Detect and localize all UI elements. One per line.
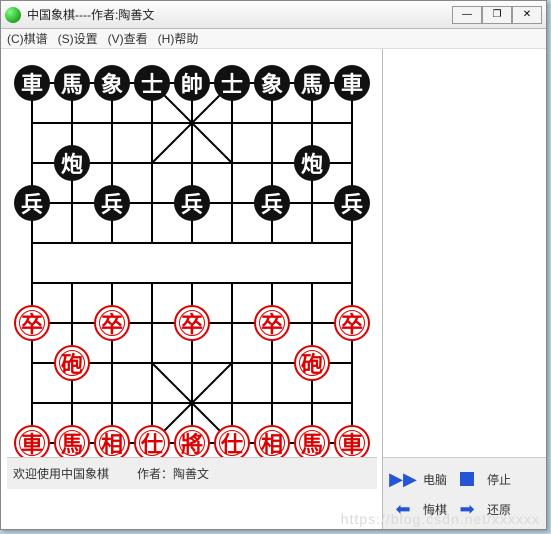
status-author: 作者：陶善文 [137, 465, 209, 482]
piece-black[interactable]: 馬 [54, 65, 90, 101]
stop-button[interactable]: 停止 [487, 471, 511, 488]
piece-black[interactable]: 車 [334, 65, 370, 101]
piece-red[interactable]: 馬 [294, 425, 330, 461]
piece-red[interactable]: 卒 [254, 305, 290, 341]
piece-black[interactable]: 車 [14, 65, 50, 101]
piece-red[interactable]: 將 [174, 425, 210, 461]
menu-settings[interactable]: (S)设置 [58, 30, 98, 47]
piece-red[interactable]: 砲 [54, 345, 90, 381]
piece-black[interactable]: 士 [214, 65, 250, 101]
piece-red[interactable]: 卒 [174, 305, 210, 341]
piece-black[interactable]: 象 [254, 65, 290, 101]
piece-red[interactable]: 相 [94, 425, 130, 461]
piece-red[interactable]: 車 [14, 425, 50, 461]
piece-black[interactable]: 兵 [254, 185, 290, 221]
piece-black[interactable]: 炮 [54, 145, 90, 181]
piece-black[interactable]: 兵 [14, 185, 50, 221]
titlebar[interactable]: 中国象棋----作者:陶善文 — ❐ ✕ [1, 1, 546, 29]
app-window: 中国象棋----作者:陶善文 — ❐ ✕ (C)棋谱 (S)设置 (V)查看 (… [0, 0, 547, 530]
watermark: https://blog.csdn.net/xxxxxx [341, 511, 540, 527]
chess-board[interactable]: 車馬象士帥士象馬車炮炮兵兵兵兵兵卒卒卒卒卒砲砲車馬相仕將仕相馬車 [7, 53, 377, 475]
piece-red[interactable]: 馬 [54, 425, 90, 461]
close-button[interactable]: ✕ [512, 6, 542, 24]
menu-view[interactable]: (V)查看 [108, 30, 148, 47]
stop-icon[interactable] [457, 471, 477, 487]
piece-red[interactable]: 相 [254, 425, 290, 461]
app-icon [5, 7, 21, 23]
maximize-button[interactable]: ❐ [482, 6, 512, 24]
window-title: 中国象棋----作者:陶善文 [27, 6, 452, 23]
piece-black[interactable]: 象 [94, 65, 130, 101]
computer-button[interactable]: 电脑 [423, 471, 447, 488]
piece-black[interactable]: 帥 [174, 65, 210, 101]
piece-black[interactable]: 兵 [94, 185, 130, 221]
piece-red[interactable]: 砲 [294, 345, 330, 381]
piece-red[interactable]: 仕 [134, 425, 170, 461]
minimize-button[interactable]: — [452, 6, 482, 24]
piece-red[interactable]: 仕 [214, 425, 250, 461]
piece-red[interactable]: 卒 [94, 305, 130, 341]
piece-black[interactable]: 士 [134, 65, 170, 101]
status-welcome: 欢迎使用中国象棋 [13, 465, 109, 482]
piece-black[interactable]: 兵 [174, 185, 210, 221]
board-area: 車馬象士帥士象馬車炮炮兵兵兵兵兵卒卒卒卒卒砲砲車馬相仕將仕相馬車 欢迎使用中国象… [1, 49, 383, 529]
menubar: (C)棋谱 (S)设置 (V)查看 (H)帮助 [1, 29, 546, 49]
status-bar: 欢迎使用中国象棋 作者：陶善文 [7, 457, 377, 489]
piece-black[interactable]: 馬 [294, 65, 330, 101]
play-icon[interactable]: ▶▶ [393, 471, 413, 487]
piece-red[interactable]: 卒 [334, 305, 370, 341]
window-buttons: — ❐ ✕ [452, 6, 542, 24]
piece-red[interactable]: 卒 [14, 305, 50, 341]
piece-black[interactable]: 兵 [334, 185, 370, 221]
piece-red[interactable]: 車 [334, 425, 370, 461]
menu-help[interactable]: (H)帮助 [158, 30, 199, 47]
board-grid [7, 53, 377, 475]
menu-records[interactable]: (C)棋谱 [7, 30, 48, 47]
piece-black[interactable]: 炮 [294, 145, 330, 181]
